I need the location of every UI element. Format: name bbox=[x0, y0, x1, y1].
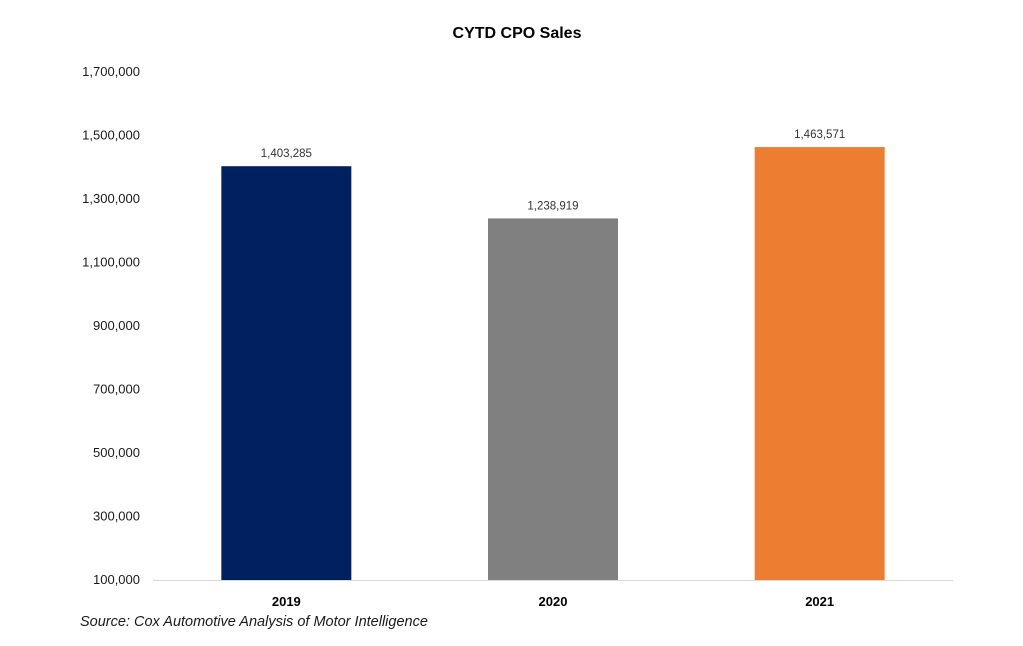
source-note: Source: Cox Automotive Analysis of Motor… bbox=[80, 614, 428, 630]
data-label-2020: 1,238,919 bbox=[527, 200, 578, 212]
data-label-group: 1,403,285 1,238,919 1,463,571 bbox=[261, 129, 846, 212]
y-tick-label: 300,000 bbox=[93, 509, 140, 524]
bar-2021 bbox=[754, 147, 885, 580]
data-label-2019: 1,403,285 bbox=[261, 148, 312, 160]
x-tick-label: 2020 bbox=[539, 594, 568, 609]
bar-2020 bbox=[488, 218, 618, 580]
bar-group bbox=[221, 147, 885, 580]
y-axis: 100,000 300,000 500,000 700,000 900,000 1,100… bbox=[82, 64, 140, 587]
y-tick-label: 700,000 bbox=[93, 382, 140, 397]
y-tick-label: 500,000 bbox=[93, 445, 140, 460]
y-tick-label: 1,300,000 bbox=[82, 191, 140, 206]
x-tick-label: 2019 bbox=[272, 594, 301, 609]
y-tick-label: 1,700,000 bbox=[82, 64, 140, 79]
y-tick-label: 1,500,000 bbox=[82, 128, 140, 143]
x-axis: 2019 2020 2021 bbox=[272, 594, 834, 609]
chart-title: CYTD CPO Sales bbox=[453, 25, 582, 42]
y-tick-label: 100,000 bbox=[93, 572, 140, 587]
y-tick-label: 900,000 bbox=[93, 318, 140, 333]
data-label-2021: 1,463,571 bbox=[794, 129, 845, 141]
x-tick-label: 2021 bbox=[805, 594, 834, 609]
y-tick-label: 1,100,000 bbox=[82, 255, 140, 270]
bar-2019 bbox=[221, 166, 352, 580]
